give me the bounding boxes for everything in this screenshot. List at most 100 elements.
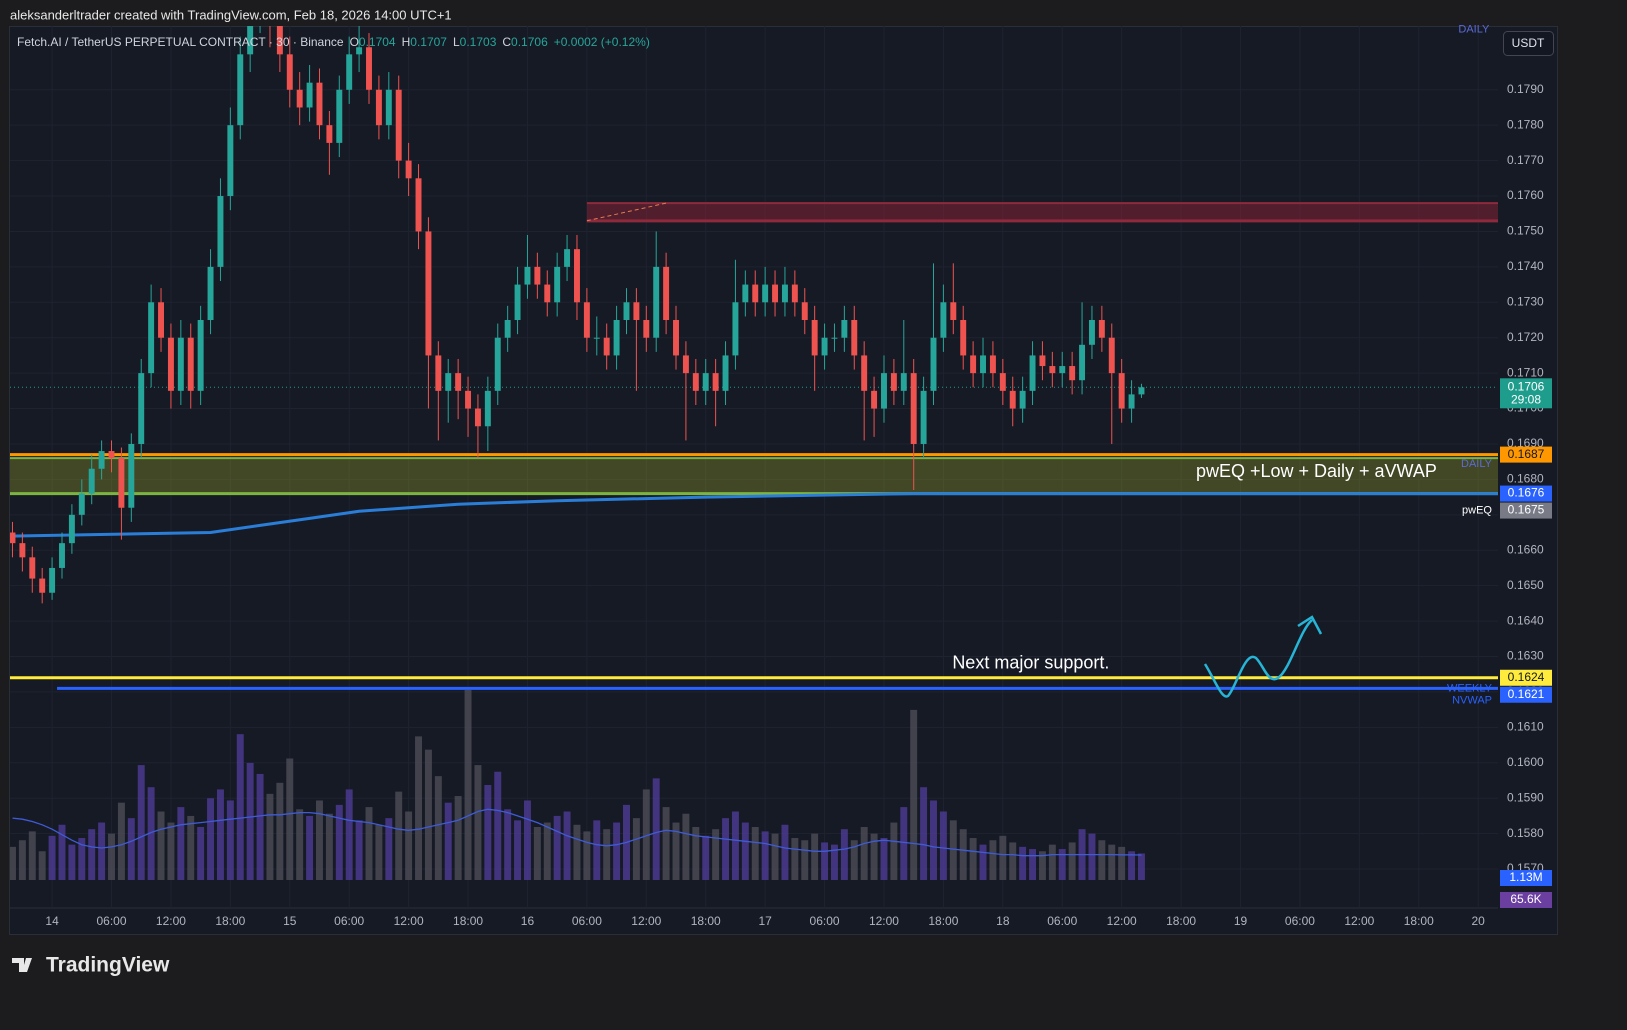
candle-body — [980, 355, 986, 374]
candle-body — [742, 284, 749, 303]
drawn-arrow-head — [1297, 615, 1323, 635]
currency-button[interactable] — [1503, 31, 1554, 56]
candle-body — [821, 337, 828, 356]
volume-bar — [405, 811, 413, 880]
candle-body — [940, 302, 947, 338]
legend: Fetch.AI / TetherUS PERPETUAL CONTRACT ·… — [17, 35, 650, 49]
candle-body — [772, 284, 779, 303]
volume-bar — [632, 818, 640, 880]
volume-bar — [444, 802, 452, 880]
candle-body — [930, 337, 937, 391]
volume-bar — [365, 807, 373, 880]
volume-bar — [355, 820, 363, 880]
volume-bar — [10, 846, 16, 880]
current-price-box — [1500, 378, 1552, 409]
candle-body — [623, 302, 630, 320]
legend-value: 0.1703 — [460, 35, 497, 49]
candle-body — [762, 284, 769, 303]
candle-body — [722, 355, 729, 391]
candle-body — [643, 320, 650, 338]
y-tick-label: 0.1720 — [1507, 330, 1544, 344]
volume-bar — [325, 813, 333, 880]
x-tick-label: 12:00 — [869, 914, 899, 928]
candle-body — [494, 337, 501, 391]
candle-body — [564, 249, 571, 267]
candle-body — [68, 514, 75, 544]
level-label-box — [1500, 446, 1552, 463]
zone-name: DAILY — [1461, 458, 1493, 470]
candle-body — [167, 337, 174, 391]
volume-bar — [979, 844, 987, 880]
volume-bar — [474, 765, 482, 880]
level-label: 0.1676 — [1508, 486, 1545, 500]
volume-bar — [533, 826, 541, 880]
y-tick-label: 0.1740 — [1507, 259, 1544, 273]
candle-body — [554, 266, 561, 303]
candle-body — [356, 47, 363, 55]
candle-body — [108, 451, 115, 459]
candle-body — [59, 543, 65, 568]
candle-body — [276, 26, 283, 55]
candle-body — [237, 54, 244, 126]
legend-change: +0.0002 (+0.12%) — [554, 35, 650, 49]
volume-bar — [256, 773, 264, 880]
candle-body — [851, 320, 858, 356]
volume-bar — [207, 798, 215, 880]
volume-bar — [1048, 844, 1056, 880]
candle-body — [1049, 366, 1056, 374]
candle-body — [49, 567, 56, 593]
candle-body — [811, 320, 818, 356]
x-tick-label: 12:00 — [1344, 914, 1374, 928]
x-tick-label: 06:00 — [1047, 914, 1077, 928]
volume-bar — [48, 835, 56, 880]
volume-bar — [583, 831, 591, 880]
volume-bar — [197, 826, 205, 880]
volume-bar — [939, 811, 947, 880]
candle-body — [910, 373, 917, 444]
candle-body — [920, 390, 927, 444]
candle-body — [1039, 355, 1046, 367]
volume-bar — [108, 833, 115, 880]
x-tick-label: 18:00 — [1166, 914, 1196, 928]
candle-body — [316, 82, 323, 126]
volume-bar — [434, 776, 442, 880]
volume-bar — [266, 793, 274, 880]
currency-button-label[interactable]: USDT — [1512, 36, 1545, 50]
x-tick-label: 12:00 — [156, 914, 186, 928]
volume-bar — [791, 838, 799, 880]
y-tick-label: 0.1710 — [1507, 365, 1544, 379]
legend-value: 0.1704 — [359, 35, 396, 49]
volume-bar — [761, 831, 769, 880]
legend-key: L — [453, 35, 460, 49]
candle-body — [1128, 394, 1135, 409]
level-label-box — [1500, 686, 1552, 703]
candle-body — [336, 89, 343, 143]
y-tick-label: 0.1770 — [1507, 153, 1544, 167]
candle-body — [217, 196, 224, 267]
candle-body — [999, 373, 1006, 391]
legend-key: H — [402, 35, 411, 49]
volume-bar — [286, 758, 294, 880]
y-tick-label: 0.1760 — [1507, 188, 1544, 202]
candle-body — [871, 390, 878, 409]
volume-bar — [642, 789, 650, 880]
volume-bar — [870, 833, 878, 880]
candle-body — [1098, 320, 1105, 338]
x-tick-label: 06:00 — [1285, 914, 1315, 928]
volume-bar — [543, 822, 551, 880]
candle-body — [484, 390, 491, 427]
volume-bar — [187, 815, 195, 880]
volume-label: 65.6K — [1510, 892, 1541, 906]
candle-body — [950, 302, 957, 320]
volume-bar — [167, 822, 175, 880]
candle-body — [692, 373, 699, 391]
volume-bar — [672, 822, 680, 880]
candle-body — [841, 320, 848, 338]
logo-icon — [12, 958, 32, 972]
x-tick-label: 18 — [996, 914, 1010, 928]
candle-body — [247, 26, 254, 55]
x-tick-label: 17 — [758, 914, 772, 928]
candle-body — [405, 160, 412, 179]
candle-body — [385, 89, 392, 126]
candle-body — [504, 320, 511, 338]
